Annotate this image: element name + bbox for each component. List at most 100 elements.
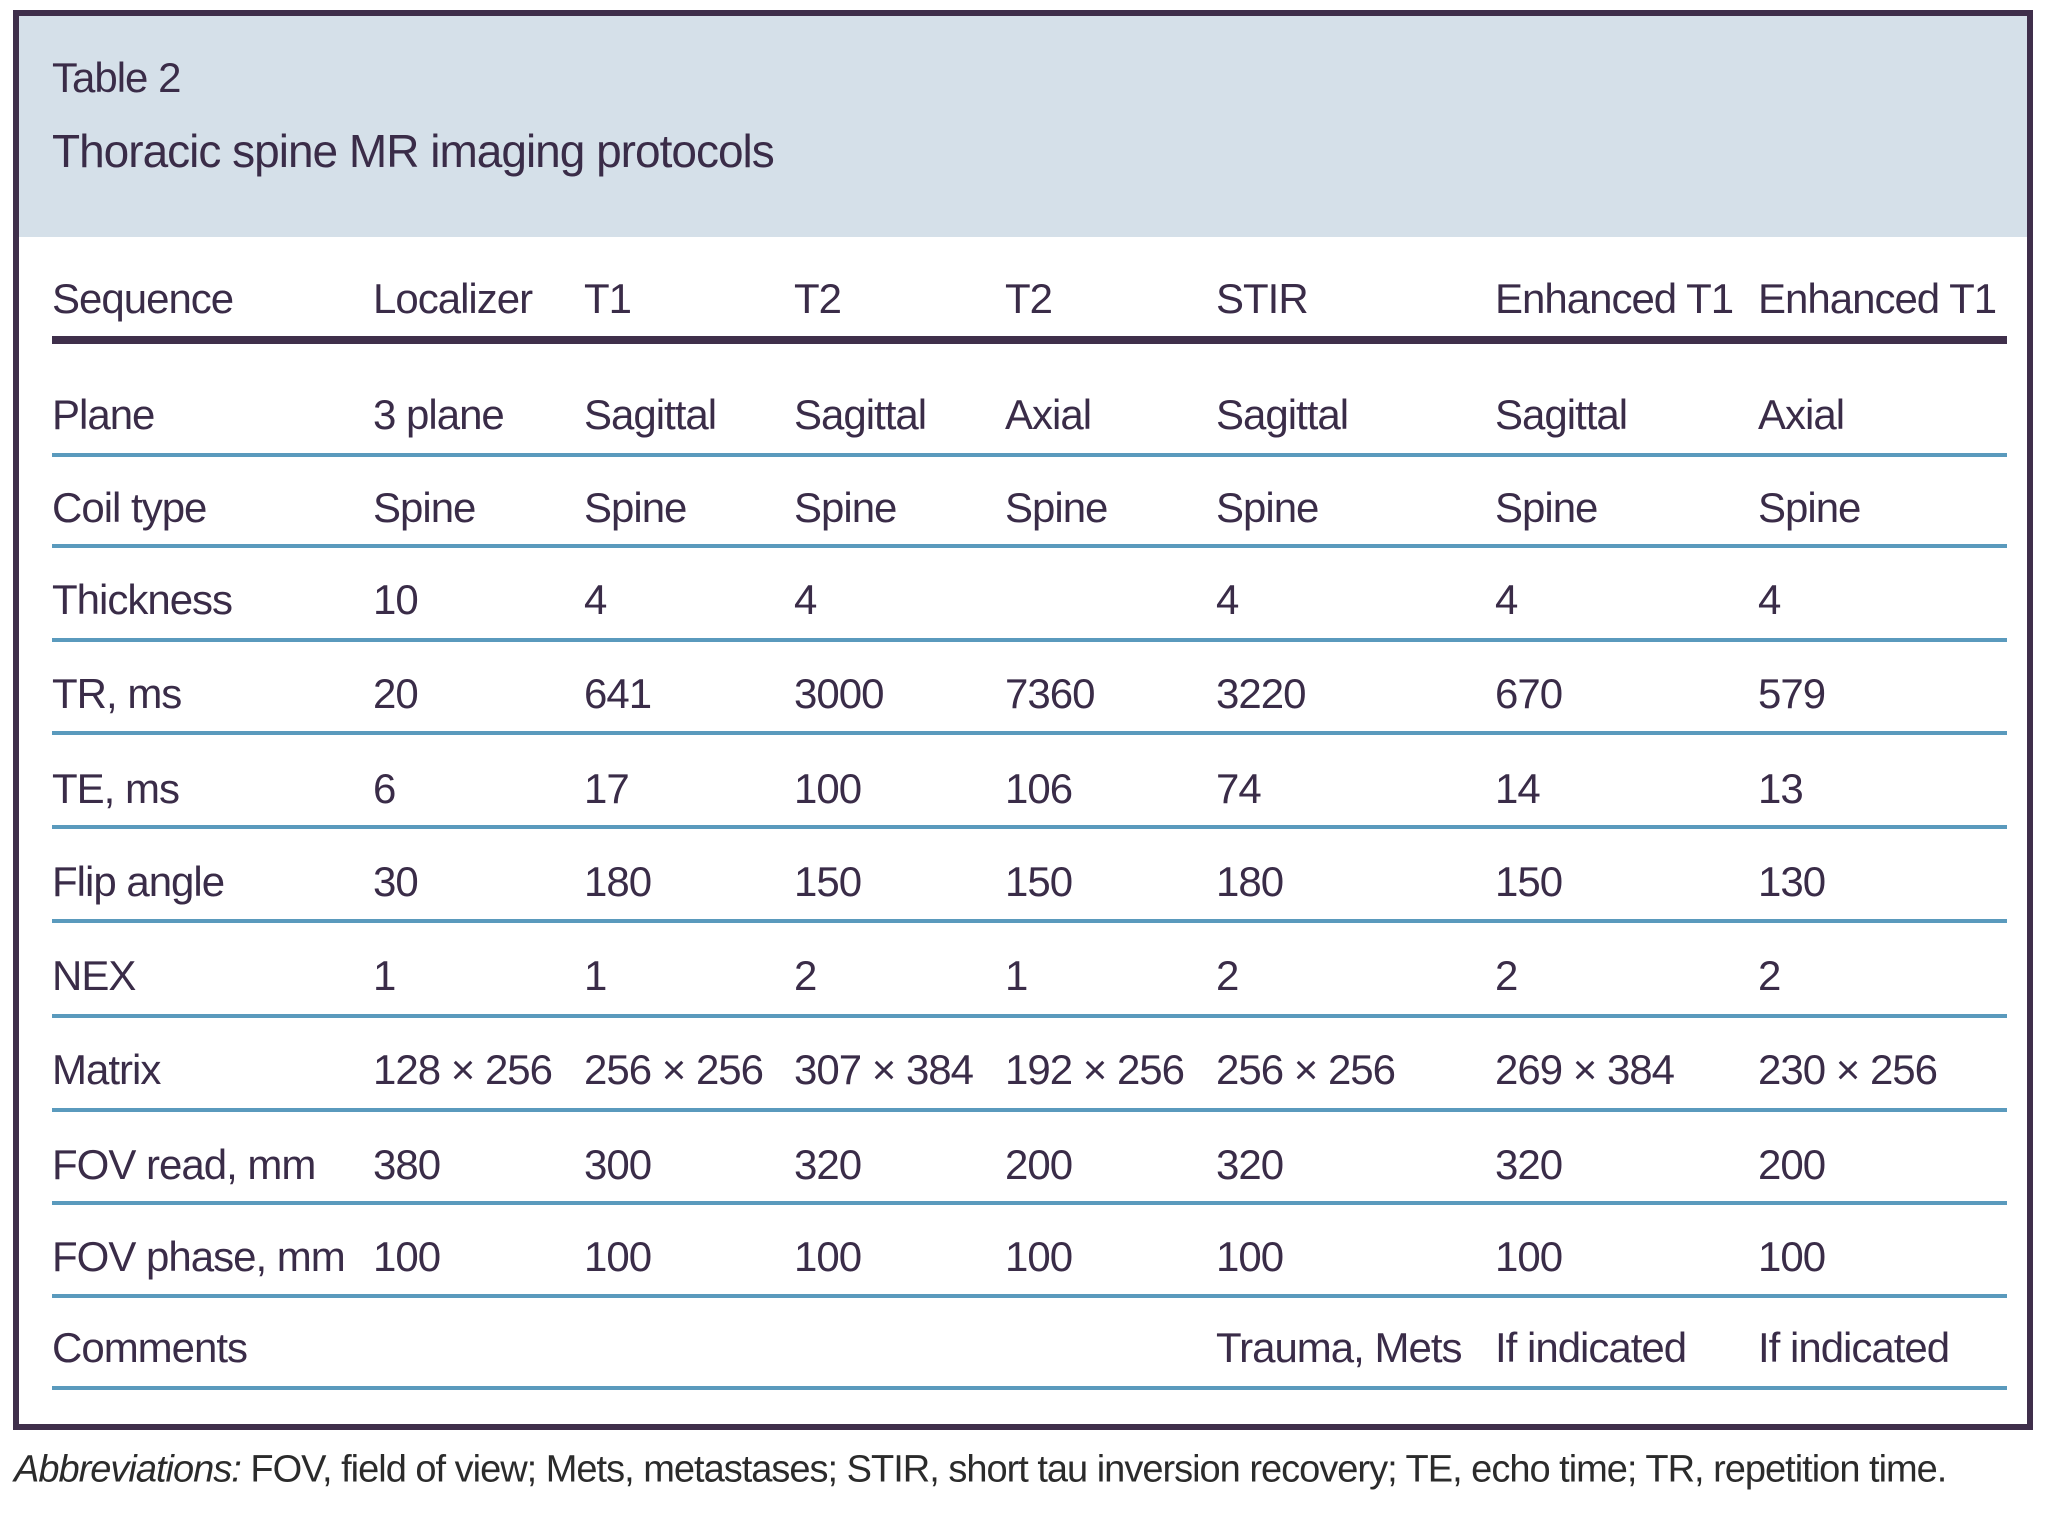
cell: 106 (1005, 765, 1073, 812)
cell: 4 (1758, 576, 1781, 623)
column-header: Enhanced T1 (1758, 275, 1997, 322)
cell: 4 (1495, 576, 1518, 623)
column-header: Sequence (52, 275, 234, 322)
cell: 307 × 384 (794, 1046, 974, 1093)
cell: Spine (1005, 484, 1108, 531)
cell: 320 (794, 1141, 862, 1188)
cell: 192 × 256 (1005, 1046, 1185, 1093)
column-header: T1 (584, 275, 632, 322)
cell: 269 × 384 (1495, 1046, 1675, 1093)
footnote-text: FOV, field of view; Mets, metastases; ST… (250, 1448, 1947, 1491)
cell: 6 (373, 765, 396, 812)
cell: Spine (373, 484, 476, 531)
cell: 380 (373, 1141, 441, 1188)
table-header: Table 2 Thoracic spine MR imaging protoc… (19, 16, 2027, 237)
row-label: Matrix (52, 1046, 161, 1093)
header-rule (52, 336, 2007, 344)
cell: 230 × 256 (1758, 1046, 1938, 1093)
cell: 180 (584, 858, 652, 905)
cell: 100 (794, 1233, 862, 1280)
cell: 3220 (1216, 670, 1306, 717)
row-rule (52, 1386, 2007, 1390)
cell: 100 (373, 1233, 441, 1280)
cell: 2 (1758, 952, 1781, 999)
cell: 4 (794, 576, 817, 623)
row-rule (52, 453, 2007, 457)
cell: 130 (1758, 858, 1826, 905)
row-label: TR, ms (52, 670, 182, 717)
column-header: STIR (1216, 275, 1309, 322)
cell: 4 (584, 576, 607, 623)
cell: Axial (1758, 391, 1845, 438)
row-label: Comments (52, 1324, 248, 1371)
cell: 1 (1005, 952, 1028, 999)
cell: 320 (1216, 1141, 1284, 1188)
cell: 13 (1758, 765, 1804, 812)
cell: 100 (584, 1233, 652, 1280)
cell: Sagittal (1495, 391, 1628, 438)
row-label: NEX (52, 952, 136, 999)
cell: 20 (373, 670, 419, 717)
cell: Sagittal (584, 391, 717, 438)
row-rule (52, 1201, 2007, 1205)
cell: 200 (1005, 1141, 1073, 1188)
cell: 150 (794, 858, 862, 905)
cell: Spine (1495, 484, 1598, 531)
row-label: Thickness (52, 576, 233, 623)
cell: Spine (584, 484, 687, 531)
row-rule (52, 1108, 2007, 1112)
cell: 256 × 256 (584, 1046, 764, 1093)
cell: 2 (1495, 952, 1518, 999)
cell: 150 (1005, 858, 1073, 905)
cell: 4 (1216, 576, 1239, 623)
table-frame: Table 2 Thoracic spine MR imaging protoc… (13, 10, 2033, 1430)
row-rule (52, 1014, 2007, 1018)
cell: 100 (1005, 1233, 1073, 1280)
footnote: Abbreviations: FOV, field of view; Mets,… (14, 1448, 1947, 1492)
cell: 641 (584, 670, 652, 717)
cell: 1 (373, 952, 396, 999)
row-rule (52, 919, 2007, 923)
cell: 100 (1495, 1233, 1563, 1280)
cell: Spine (794, 484, 897, 531)
row-label: Coil type (52, 484, 207, 531)
cell: 256 × 256 (1216, 1046, 1396, 1093)
row-label: TE, ms (52, 765, 180, 812)
row-label: FOV read, mm (52, 1141, 316, 1188)
cell: 3000 (794, 670, 884, 717)
cell: 320 (1495, 1141, 1563, 1188)
cell: 100 (1758, 1233, 1826, 1280)
footnote-label: Abbreviations: (14, 1448, 242, 1491)
cell: 7360 (1005, 670, 1095, 717)
cell: Axial (1005, 391, 1092, 438)
cell: 10 (373, 576, 419, 623)
cell: 30 (373, 858, 419, 905)
cell: Sagittal (1216, 391, 1349, 438)
cell: 100 (1216, 1233, 1284, 1280)
row-rule (52, 638, 2007, 642)
cell: Sagittal (794, 391, 927, 438)
row-rule (52, 731, 2007, 735)
table-label: Table 2 (52, 54, 181, 101)
cell: 200 (1758, 1141, 1826, 1188)
cell: 74 (1216, 765, 1262, 812)
cell: 100 (794, 765, 862, 812)
table-title: Thoracic spine MR imaging protocols (52, 125, 775, 177)
row-rule (52, 544, 2007, 548)
cell: If indicated (1495, 1324, 1687, 1371)
cell: Spine (1216, 484, 1319, 531)
cell: 1 (584, 952, 607, 999)
cell: 128 × 256 (373, 1046, 553, 1093)
cell: If indicated (1758, 1324, 1950, 1371)
row-rule (52, 1294, 2007, 1298)
cell: 300 (584, 1141, 652, 1188)
cell: 14 (1495, 765, 1541, 812)
row-label: Plane (52, 391, 155, 438)
column-header: Enhanced T1 (1495, 275, 1734, 322)
column-header: T2 (1005, 275, 1053, 322)
column-header: Localizer (373, 275, 533, 322)
column-header: T2 (794, 275, 842, 322)
cell: 2 (1216, 952, 1239, 999)
row-label: FOV phase, mm (52, 1233, 346, 1280)
